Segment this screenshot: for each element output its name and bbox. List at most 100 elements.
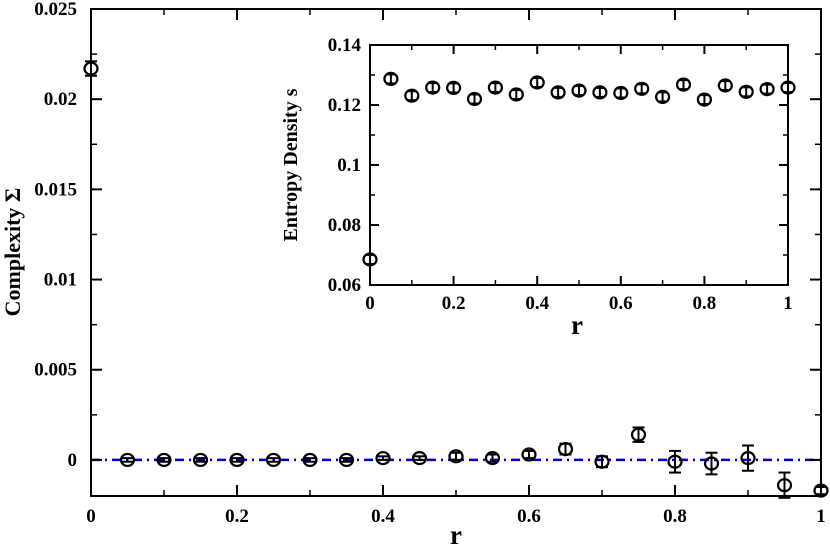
data-marker [738, 84, 754, 99]
x-tick-label: 0.8 [663, 506, 687, 527]
inset-data-points [362, 71, 796, 267]
data-marker [557, 442, 574, 457]
data-point [508, 87, 524, 102]
y-tick-label: 0.02 [44, 89, 77, 110]
main-tick-labels: 0 0.2 0.4 0.6 0.8 1 0 0.005 0.01 0.015 0.02 0.025 [34, 0, 826, 527]
inset-y-axis-label: Entropy Density s [280, 88, 302, 241]
data-marker [667, 454, 683, 469]
data-marker [550, 85, 566, 100]
data-marker [404, 88, 420, 103]
x-tick-label: 0.6 [609, 293, 633, 314]
data-marker [229, 452, 245, 468]
data-marker [654, 89, 671, 105]
data-point [404, 88, 420, 103]
data-marker [156, 452, 172, 468]
data-marker [375, 451, 391, 466]
data-point [630, 426, 647, 443]
data-point [411, 451, 428, 466]
y-tick-label: 0.1 [337, 155, 361, 176]
data-marker [411, 451, 428, 466]
data-marker [192, 452, 209, 468]
data-marker [521, 447, 537, 462]
data-point [466, 91, 483, 107]
data-marker [813, 483, 829, 498]
inset-x-axis-label: r [571, 310, 583, 340]
data-marker [571, 83, 587, 98]
data-point [557, 442, 574, 457]
y-tick-label: 0.14 [328, 35, 362, 56]
main-data-points [83, 60, 829, 499]
y-tick-label: 0.12 [328, 95, 361, 116]
x-tick-label: 0.8 [693, 293, 717, 314]
main-x-axis-label: r [450, 520, 462, 546]
data-point [362, 252, 378, 267]
inset-tick-labels: 0 0.2 0.4 0.6 0.8 1 0.06 0.08 0.1 0.12 0.14 [328, 35, 793, 314]
data-point [375, 451, 391, 466]
data-point [529, 75, 545, 90]
data-point [740, 444, 756, 472]
data-point [592, 85, 608, 100]
data-point [521, 447, 537, 462]
y-tick-label: 0.005 [34, 360, 77, 381]
data-marker [740, 451, 756, 466]
data-marker [594, 454, 610, 469]
data-marker [302, 452, 318, 468]
data-marker [362, 252, 378, 267]
data-point [550, 85, 566, 100]
data-marker [508, 87, 524, 102]
x-tick-label: 0.4 [525, 293, 549, 314]
data-marker [466, 91, 483, 107]
data-point [156, 452, 172, 468]
data-point [338, 452, 355, 468]
data-marker [338, 452, 355, 468]
data-point [484, 451, 501, 466]
data-marker [717, 78, 733, 93]
data-marker [83, 61, 99, 76]
y-tick-label: 0.025 [34, 0, 77, 20]
y-tick-label: 0.01 [44, 270, 77, 291]
data-point [776, 471, 793, 499]
data-marker [696, 92, 713, 107]
inset-chart: 0 0.2 0.4 0.6 0.8 1 0.06 0.08 0.1 0.12 0.14 r Entr… [280, 35, 796, 340]
data-marker [776, 478, 793, 493]
data-marker [634, 81, 650, 96]
data-marker [484, 451, 501, 466]
data-marker [383, 71, 399, 87]
data-point [613, 85, 629, 101]
x-tick-label: 0.2 [442, 293, 466, 314]
data-marker [265, 452, 282, 468]
data-point [594, 454, 610, 469]
data-marker [592, 85, 608, 100]
data-point [780, 80, 796, 95]
x-tick-label: 0.2 [225, 506, 249, 527]
x-tick-label: 0 [365, 293, 375, 314]
data-point [425, 80, 441, 95]
data-point [302, 452, 318, 468]
data-marker [675, 77, 692, 92]
data-marker [780, 80, 796, 95]
data-marker [759, 81, 775, 97]
main-ticks [90, 8, 822, 496]
y-tick-label: 0.015 [34, 179, 77, 200]
data-point [192, 452, 209, 468]
x-tick-label: 0 [86, 506, 96, 527]
data-marker [446, 80, 462, 96]
data-point [448, 449, 464, 464]
data-point [487, 80, 503, 95]
data-point [703, 451, 720, 476]
data-point [717, 78, 733, 93]
data-point [675, 77, 692, 92]
data-point [383, 71, 399, 87]
data-point [667, 449, 683, 474]
x-tick-label: 1 [816, 506, 826, 527]
y-tick-label: 0.08 [328, 215, 361, 236]
data-point [83, 60, 99, 77]
data-marker [425, 80, 441, 95]
data-marker [119, 452, 136, 468]
data-point [759, 81, 775, 97]
data-marker [448, 449, 464, 464]
data-point [654, 89, 671, 105]
data-point [265, 452, 282, 468]
